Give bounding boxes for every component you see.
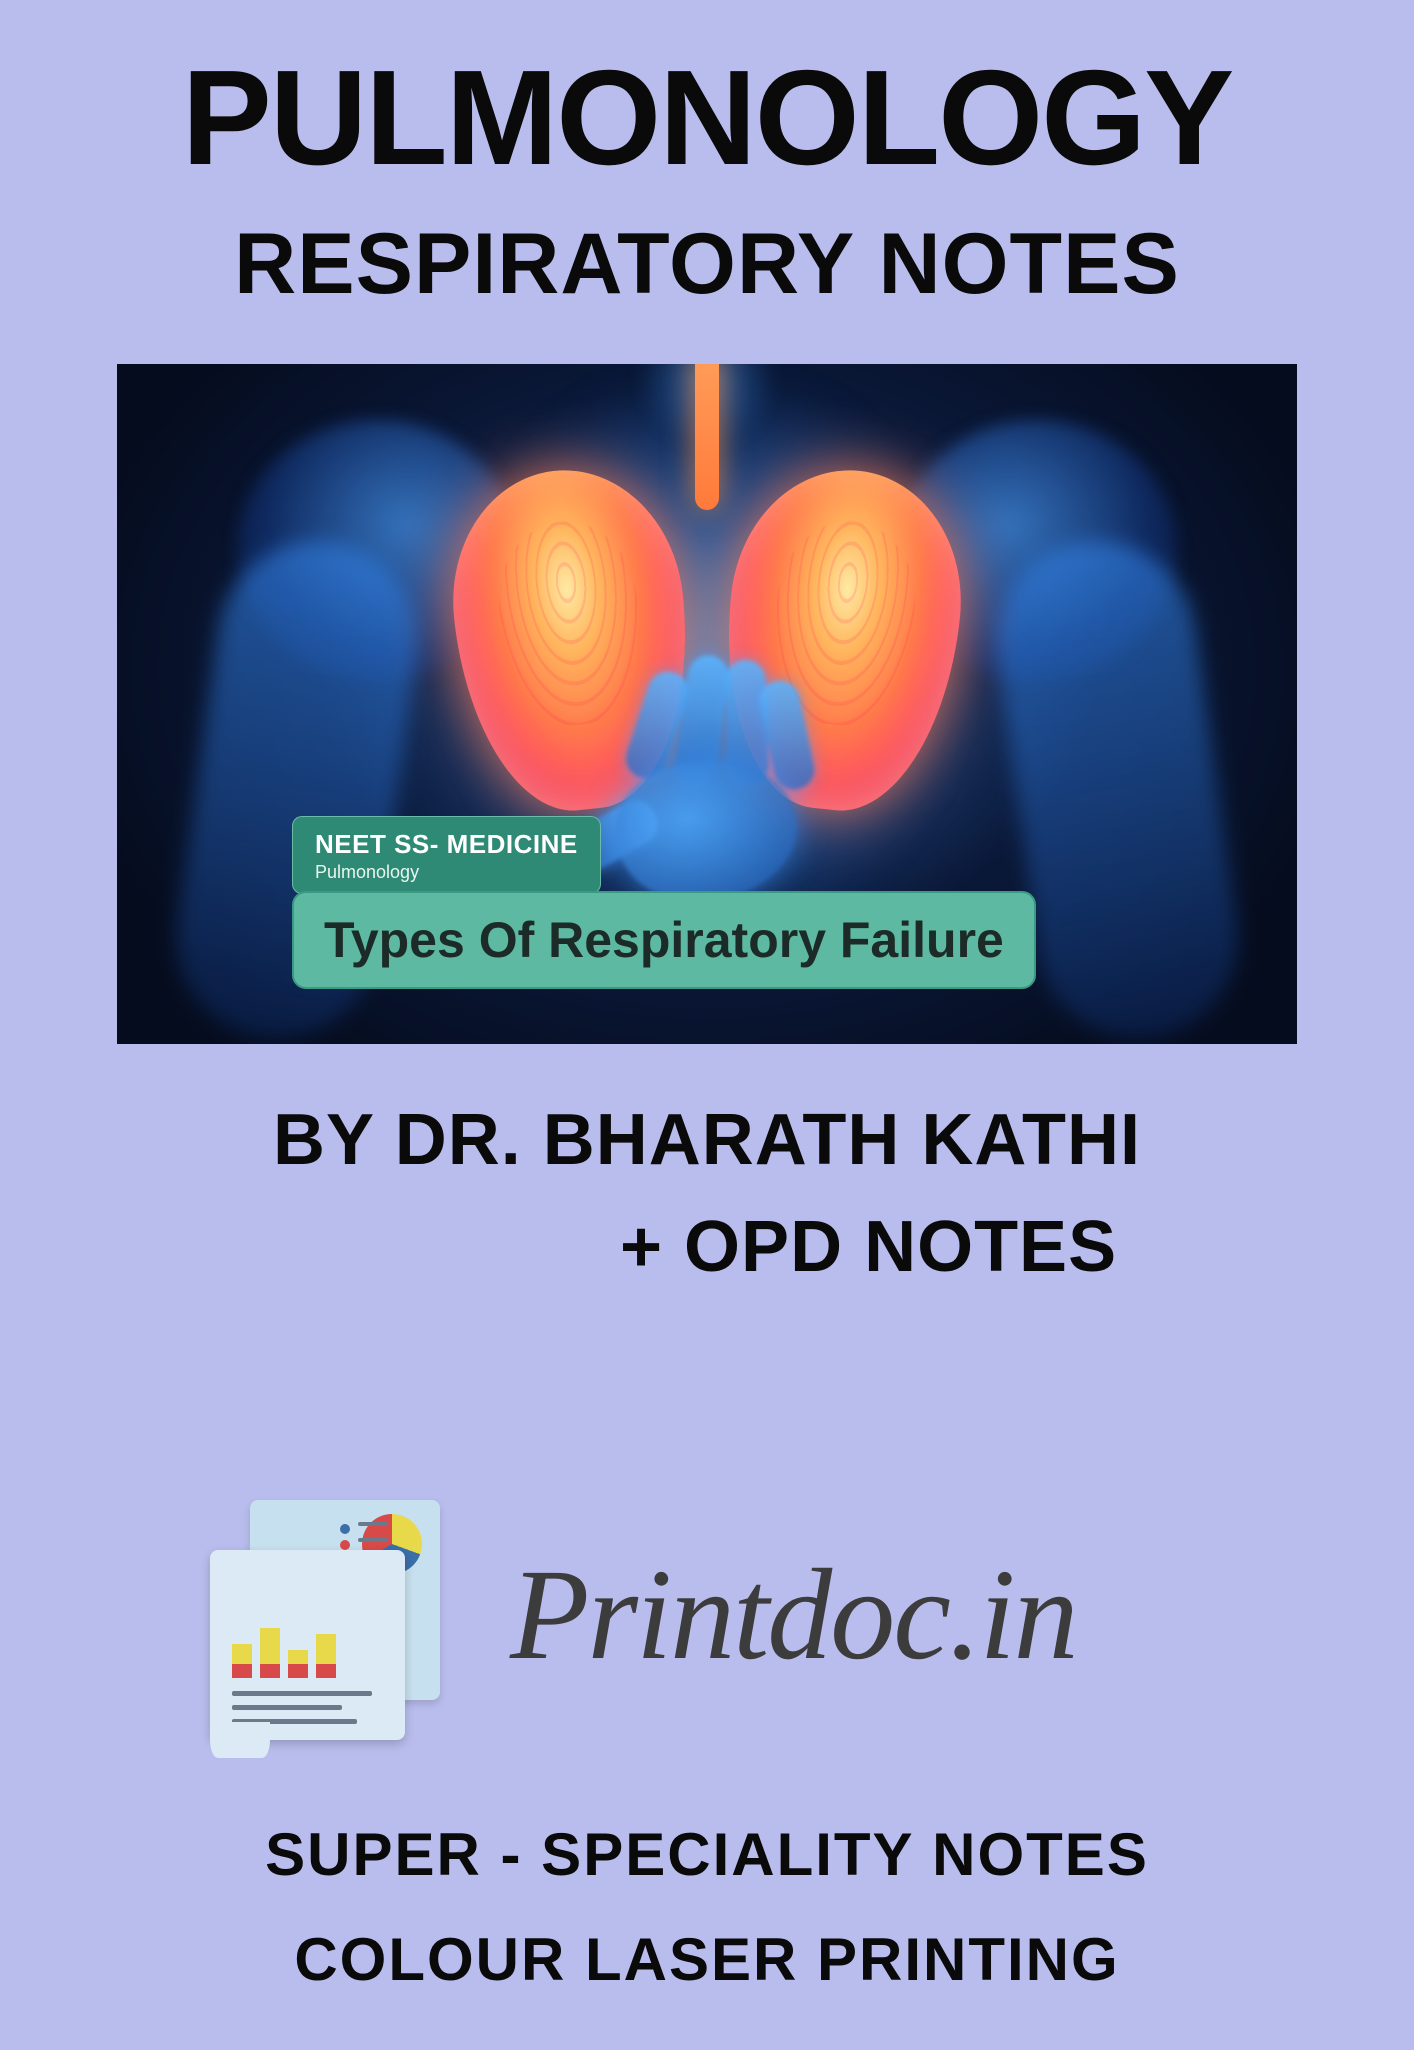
hero-lung-image: NEET SS- MEDICINE Pulmonology Types Of R… xyxy=(117,364,1297,1044)
badge-exam: NEET SS- MEDICINE Pulmonology xyxy=(292,816,601,894)
brand-logo-text: Printdoc.in xyxy=(510,1540,1077,1690)
author-line: BY DR. BHARATH KATHI xyxy=(0,1099,1414,1181)
footer-line-1: SUPER - SPECIALITY NOTES xyxy=(0,1820,1414,1889)
badge-exam-title: NEET SS- MEDICINE xyxy=(315,829,578,860)
document-chart-icon xyxy=(210,1500,470,1740)
brand-row: Printdoc.in xyxy=(210,1480,1210,1740)
badge-topic: Types Of Respiratory Failure xyxy=(292,891,1036,989)
badge-exam-subject: Pulmonology xyxy=(315,862,578,883)
opd-notes-line: + OPD NOTES xyxy=(0,1206,1414,1288)
trachea-icon xyxy=(695,364,719,510)
badge-topic-text: Types Of Respiratory Failure xyxy=(324,911,1004,969)
footer-line-2: COLOUR LASER PRINTING xyxy=(0,1925,1414,1994)
title-sub: RESPIRATORY NOTES xyxy=(0,215,1414,314)
title-main: PULMONOLOGY xyxy=(0,50,1414,185)
bar-chart-icon xyxy=(232,1628,336,1678)
